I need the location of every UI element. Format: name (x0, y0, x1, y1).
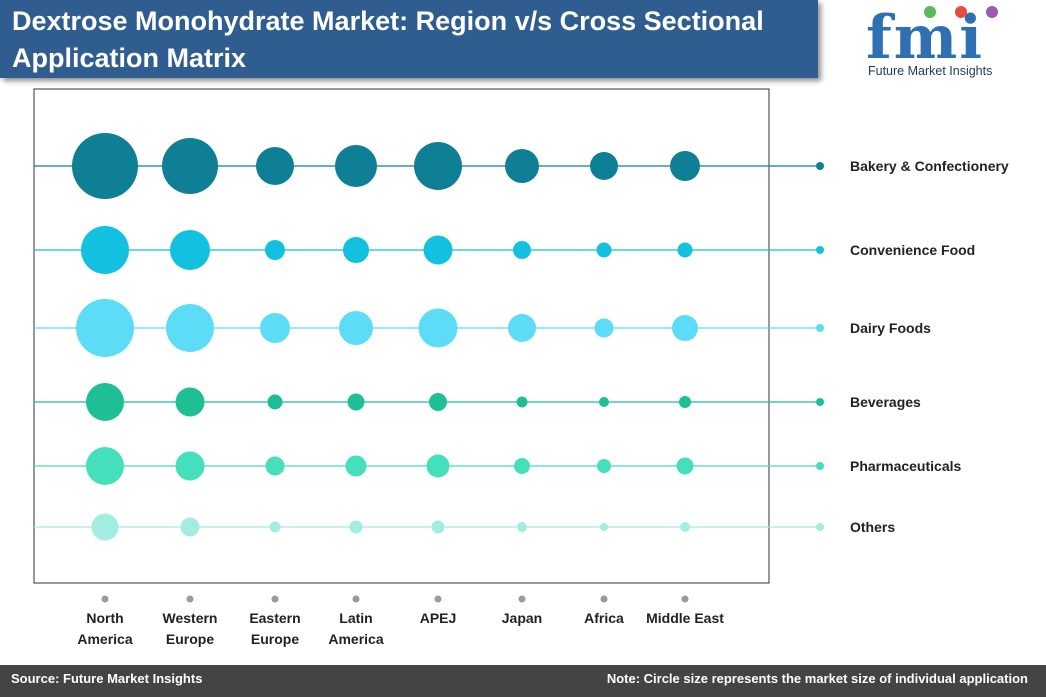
bubble (269, 521, 281, 533)
bubble (76, 299, 134, 357)
bubble (597, 459, 611, 473)
row-label: Pharmaceuticals (850, 458, 961, 474)
bubble (594, 318, 614, 338)
bubble (680, 522, 690, 532)
row-end-marker (816, 398, 824, 406)
bubble (166, 304, 214, 352)
bubble (431, 520, 445, 534)
bubble (162, 138, 218, 194)
column-label: America (328, 631, 383, 647)
bubble (679, 396, 691, 408)
bubble (599, 397, 609, 407)
column-label: America (77, 631, 132, 647)
bubble (429, 393, 447, 411)
row-label: Others (850, 519, 895, 535)
bubble (260, 313, 290, 343)
bubble (596, 242, 612, 258)
bubble (426, 454, 450, 478)
bubble (170, 230, 210, 270)
bubble (339, 311, 373, 345)
bubble (256, 147, 294, 185)
bubble (513, 241, 531, 259)
column-tick (518, 595, 526, 603)
bubble (676, 457, 694, 475)
bubble (517, 522, 527, 532)
bubble (72, 133, 138, 199)
logo-dot-red (955, 6, 967, 18)
column-tick (101, 595, 109, 603)
column-tick (186, 595, 194, 603)
column-label: North (86, 610, 123, 626)
size-note: Note: Circle size represents the market … (606, 671, 1028, 686)
column-tick (352, 595, 360, 603)
bubble (414, 142, 462, 190)
logo-letters: fmi (866, 3, 985, 73)
bubble (508, 314, 536, 342)
bubble (343, 237, 369, 263)
logo-dot-purple (986, 6, 998, 18)
bubble (670, 151, 700, 181)
bubble (86, 447, 124, 485)
bubble (423, 235, 453, 265)
column-label: Middle East (646, 610, 724, 626)
column-label: APEJ (420, 610, 457, 626)
bubble (265, 456, 285, 476)
bubble (175, 451, 205, 481)
column-label: Europe (166, 631, 214, 647)
row-end-marker (816, 246, 824, 254)
row-end-marker (816, 523, 824, 531)
bubble (175, 387, 205, 417)
fmi-logo: fmi Future Market Insights (866, 2, 1016, 84)
row-end-marker (816, 162, 824, 170)
row-label: Bakery & Confectionery (850, 158, 1009, 174)
column-label: Latin (339, 610, 372, 626)
plot-frame (33, 88, 770, 584)
column-label: Japan (502, 610, 542, 626)
bubble-matrix-chart: Bakery & Confectionery Convenience Food Da… (33, 88, 1009, 647)
column-tick (681, 595, 689, 603)
bubble (86, 383, 124, 421)
bubble (677, 242, 693, 258)
bubble (505, 149, 539, 183)
column-tick (434, 595, 442, 603)
bubble (590, 152, 618, 180)
bubble (349, 520, 363, 534)
bubble (516, 396, 528, 408)
logo-dot-green (924, 6, 936, 18)
bubble (335, 145, 377, 187)
footer-bar: Source: Future Market Insights Note: Cir… (0, 665, 1046, 697)
logo-subtitle: Future Market Insights (868, 64, 993, 78)
bubble (418, 308, 458, 348)
column-label: Europe (251, 631, 299, 647)
bubble (345, 455, 367, 477)
bubble (672, 315, 698, 341)
row-label: Convenience Food (850, 242, 975, 258)
bubble (180, 517, 200, 537)
bubble (91, 513, 119, 541)
bubble (347, 393, 365, 411)
bubble (265, 240, 285, 260)
column-tick (271, 595, 279, 603)
column-label: Western (163, 610, 218, 626)
column-label: Africa (584, 610, 624, 626)
bubble (514, 458, 530, 474)
row-label: Dairy Foods (850, 320, 931, 336)
column-tick (600, 595, 608, 603)
chart-title: Dextrose Monohydrate Market: Region v/s … (0, 0, 818, 78)
bubble (267, 394, 283, 410)
row-label: Beverages (850, 394, 921, 410)
column-label: Eastern (249, 610, 300, 626)
source-note: Source: Future Market Insights (11, 671, 203, 686)
row-end-marker (816, 462, 824, 470)
bubble (81, 226, 129, 274)
row-end-marker (816, 324, 824, 332)
bubble (600, 523, 608, 531)
